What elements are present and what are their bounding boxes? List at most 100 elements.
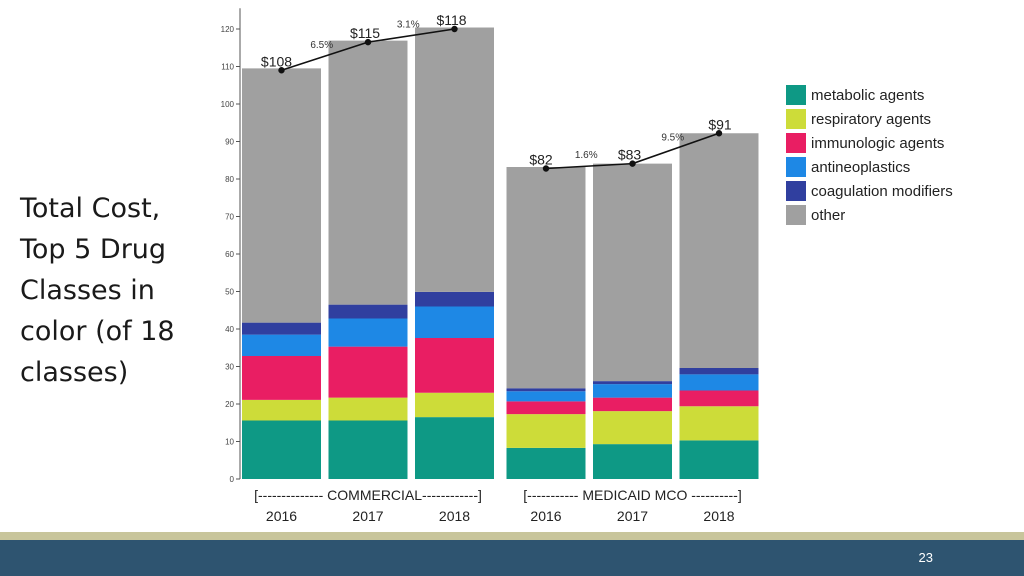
legend-label-antineoplastics: antineoplastics [811,158,911,176]
group-label-commercial: [-------------- COMMERCIAL------------] [254,487,482,503]
y-tick-label: 100 [221,100,235,109]
legend-swatch-metabolic [786,85,806,105]
bar-segment-immunologic [415,338,494,393]
legend-label-metabolic: metabolic agents [811,86,925,104]
y-tick-label: 60 [225,250,234,259]
bar-segment-other [242,68,321,323]
bar-segment-metabolic [415,417,494,479]
bar-segment-other [679,133,759,368]
total-label: $115 [350,25,380,41]
bar-segment-coagulation [679,368,759,375]
growth-label: 9.5% [661,132,684,143]
bar-segment-other [506,167,586,389]
bar-segment-immunologic [328,346,408,398]
bar-segment-respiratory [506,414,586,448]
legend-swatch-coagulation [786,181,806,201]
total-label: $108 [261,53,292,69]
bar-segment-other [328,40,408,305]
bar-segment-antineoplastic [415,306,494,338]
x-tick-label: 2017 [352,508,383,524]
legend-swatch-other [786,205,806,225]
bar-segment-metabolic [593,444,672,479]
bar-segment-immunologic [593,397,672,412]
legend-swatch-antineoplastics [786,157,806,177]
total-label: $82 [529,152,553,168]
group-label-medicaid: [----------- MEDICAID MCO ----------] [523,487,741,503]
x-tick-label: 2018 [703,508,734,524]
bar-segment-coagulation [415,291,494,307]
legend-label-other: other [811,206,846,224]
y-tick-label: 50 [225,288,234,297]
y-tick-label: 30 [225,363,234,372]
legend-swatch-immunologic [786,133,806,153]
legend-item-other: other [786,203,953,227]
slide-title-line-2: Top 5 Drug [20,234,167,265]
legend-item-coagulation: coagulation modifiers [786,179,953,203]
bar-segment-antineoplastic [593,384,672,398]
footer-accent-strip [0,532,1024,540]
y-tick-label: 90 [225,138,234,147]
bar-segment-immunologic [242,356,321,400]
page-number: 23 [918,550,933,565]
y-tick-label: 0 [230,475,235,484]
bar-segment-other [593,163,672,382]
total-point [451,25,458,33]
total-point [715,130,723,137]
y-tick-label: 80 [225,175,234,184]
total-point [629,160,636,167]
bar-segment-other [415,27,494,292]
bar-segment-coagulation [506,388,586,392]
total-label: $118 [436,12,466,28]
y-tick-label: 110 [221,63,234,72]
legend-item-metabolic: metabolic agents [786,83,953,107]
total-point [542,165,550,172]
slide-title-line-4: color (of 18 [20,316,175,347]
bar-segment-metabolic [242,420,321,479]
bar-segment-metabolic [506,447,586,479]
bar-segment-immunologic [679,390,759,407]
legend-label-coagulation: coagulation modifiers [811,182,953,200]
y-tick-label: 20 [225,400,234,409]
y-tick-label: 10 [225,438,234,447]
bar-segment-immunologic [506,401,586,415]
legend-label-respiratory: respiratory agents [811,110,932,128]
bar-segment-coagulation [328,304,408,319]
bar-segment-antineoplastic [679,374,759,391]
y-tick-label: 40 [225,325,234,334]
bar-segment-metabolic [679,440,759,479]
legend-item-antineoplastics: antineoplastics [786,155,953,179]
total-label: $83 [618,147,642,163]
total-label: $91 [708,116,732,132]
total-point [278,67,285,74]
growth-label: 6.5% [310,40,333,51]
x-tick-label: 2017 [617,508,648,524]
legend-label-immunologic: immunologic agents [811,134,945,152]
chart-legend: metabolic agents respiratory agents immu… [786,83,953,227]
bar-segment-metabolic [328,420,408,479]
legend-item-respiratory: respiratory agents [786,107,953,131]
bar-segment-respiratory [242,399,321,421]
y-tick-label: 120 [221,25,235,34]
bar-segment-coagulation [593,381,672,385]
bar-segment-antineoplastic [506,391,586,402]
y-tick-label: 70 [225,213,234,222]
slide-title-line-3: Classes in [20,275,155,306]
total-point [364,38,372,46]
legend-swatch-respiratory [786,109,806,129]
bar-segment-antineoplastic [328,318,408,347]
x-tick-label: 2018 [439,508,470,524]
bar-segment-antineoplastic [242,334,321,356]
growth-label: 3.1% [397,20,420,31]
growth-label: 1.6% [575,150,598,161]
x-tick-label: 2016 [530,508,561,524]
bar-segment-coagulation [242,322,321,335]
stacked-bar-chart: 0 10 20 30 40 50 60 70 80 90 100 110 120 2016 2017 2018… [221,8,759,524]
slide-title-line-5: classes) [20,357,129,388]
bar-segment-respiratory [328,397,408,421]
bar-segment-respiratory [415,392,494,418]
bar-segment-respiratory [593,411,672,445]
legend-item-immunologic: immunologic agents [786,131,953,155]
footer-bar: 23 [0,540,1024,576]
slide-title: Total Cost, Top 5 Drug Classes in color … [20,188,200,393]
bar-segment-respiratory [679,406,759,441]
